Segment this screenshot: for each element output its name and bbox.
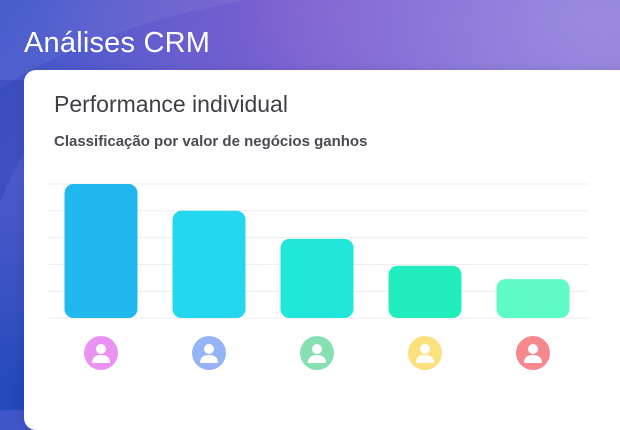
card-subtitle: Classificação por valor de negócios ganh… <box>54 133 368 150</box>
user-icon <box>524 344 542 363</box>
user-avatar-1[interactable] <box>84 336 118 370</box>
user-icon <box>200 344 218 363</box>
chart-canvas <box>48 183 588 370</box>
ranking-bar-chart <box>48 170 618 380</box>
user-icon <box>92 344 110 363</box>
performance-card: Performance individual Classificação por… <box>24 70 620 430</box>
card-title: Performance individual <box>54 91 288 117</box>
user-avatar-2[interactable] <box>192 336 226 370</box>
user-avatar-3[interactable] <box>300 336 334 370</box>
bar-1[interactable] <box>64 184 138 318</box>
user-avatar-4[interactable] <box>408 336 442 370</box>
bar-2[interactable] <box>172 210 246 318</box>
user-icon <box>308 344 326 363</box>
user-avatar-5[interactable] <box>516 336 550 370</box>
bar-3[interactable] <box>280 238 354 318</box>
user-icon <box>416 344 434 363</box>
bar-4[interactable] <box>388 265 462 318</box>
bar-5[interactable] <box>496 279 570 318</box>
app-title: Análises CRM <box>24 27 211 59</box>
